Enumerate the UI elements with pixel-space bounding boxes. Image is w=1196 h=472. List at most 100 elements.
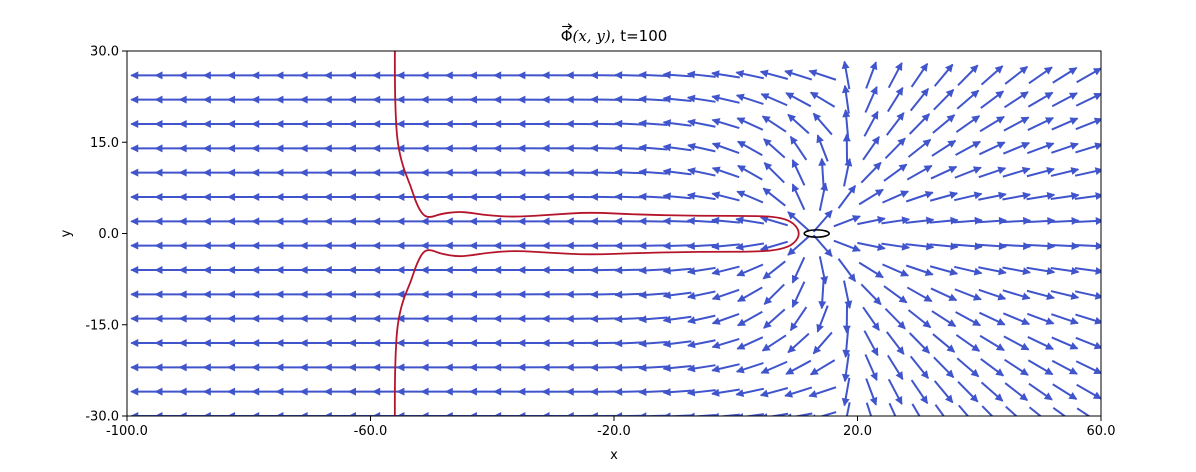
quiver-arrow-head bbox=[444, 314, 453, 323]
quiver-arrow bbox=[841, 60, 851, 90]
quiver-arrow bbox=[711, 142, 740, 154]
quiver-arrow-head bbox=[517, 144, 526, 153]
quiver-arrow bbox=[808, 386, 837, 398]
quiver-arrow-head bbox=[787, 344, 797, 354]
quiver-arrow bbox=[662, 315, 692, 324]
quiver-arrow bbox=[178, 412, 208, 416]
quiver-arrow-head bbox=[444, 217, 453, 226]
quiver-arrow bbox=[662, 364, 692, 373]
quiver-arrow bbox=[763, 283, 785, 305]
quiver-arrow-head bbox=[921, 345, 930, 354]
quiver-arrow-head bbox=[541, 314, 550, 323]
quiver-arrow-head bbox=[711, 365, 720, 373]
quiver-arrow bbox=[1050, 167, 1080, 177]
quiver-arrow-head bbox=[299, 168, 308, 177]
quiver-arrow-head bbox=[736, 342, 746, 350]
quiver-arrow-head bbox=[920, 420, 928, 429]
quiver-arrow-head bbox=[541, 217, 550, 226]
quiver-arrow-head bbox=[130, 387, 139, 396]
quiver-arrow bbox=[980, 90, 1005, 109]
quiver-arrow-head bbox=[638, 241, 647, 250]
quiver-arrow-head bbox=[762, 187, 772, 196]
quiver-arrow-head bbox=[154, 266, 163, 274]
quiver-arrow-head bbox=[420, 144, 429, 153]
quiver-arrow-head bbox=[686, 94, 696, 103]
quiver-arrow-head bbox=[969, 393, 979, 403]
quiver-arrow-shaft bbox=[687, 414, 716, 416]
quiver-arrow-head bbox=[251, 241, 260, 250]
quiver-arrow-head bbox=[493, 290, 502, 299]
quiver-arrow bbox=[565, 168, 595, 177]
quiver-arrow-head bbox=[541, 95, 550, 104]
quiver-arrow-head bbox=[299, 290, 308, 299]
quiver-arrow-head bbox=[1093, 341, 1101, 350]
quiver-arrow-head bbox=[227, 217, 236, 226]
quiver-arrow bbox=[931, 139, 957, 157]
quiver-arrow-head bbox=[1069, 142, 1079, 150]
quiver-arrow bbox=[837, 184, 857, 209]
quiver-arrow-head bbox=[1093, 93, 1101, 101]
quiver-arrow-head bbox=[154, 241, 163, 250]
chart-title: Φ(x, y), t=100 bbox=[561, 23, 667, 45]
quiver-arrow-head bbox=[589, 339, 599, 348]
quiver-arrow-head bbox=[227, 314, 236, 323]
quiver-arrow-head bbox=[348, 241, 357, 250]
quiver-arrow bbox=[711, 363, 740, 373]
quiver-arrow-head bbox=[251, 120, 260, 128]
quiver-arrow bbox=[860, 161, 882, 184]
quiver-arrow-head bbox=[348, 314, 357, 323]
quiver-arrow bbox=[736, 263, 764, 277]
quiver-arrow bbox=[1026, 191, 1056, 201]
quiver-arrow bbox=[735, 93, 764, 105]
quiver-arrow-head bbox=[638, 119, 647, 128]
quiver-arrow-head bbox=[420, 241, 429, 250]
quiver-arrow-head bbox=[1094, 167, 1101, 176]
quiver-arrow-head bbox=[323, 241, 332, 250]
quiver-arrow bbox=[154, 412, 184, 416]
quiver-arrow-head bbox=[227, 120, 236, 128]
quiver-arrow-head bbox=[1022, 267, 1032, 276]
quiver-arrow-head bbox=[541, 192, 550, 201]
quiver-arrow-head bbox=[396, 290, 405, 299]
quiver-arrow bbox=[711, 265, 740, 276]
quiver-arrow bbox=[565, 71, 595, 80]
quiver-arrow bbox=[662, 388, 692, 397]
quiver-arrow bbox=[713, 412, 740, 416]
quiver-arrow bbox=[905, 190, 934, 203]
quiver-arrow-head bbox=[790, 322, 798, 332]
quiver-arrow-head bbox=[348, 387, 357, 396]
quiver-arrow-head bbox=[920, 370, 929, 380]
quiver-arrow bbox=[933, 88, 955, 111]
quiver-arrow-head bbox=[787, 211, 796, 220]
quiver-arrow bbox=[812, 331, 833, 355]
quiver-arrow-head bbox=[444, 241, 453, 250]
quiver-arrow-shaft bbox=[865, 402, 873, 416]
quiver-arrow bbox=[833, 239, 861, 252]
quiver-arrow-head bbox=[1070, 192, 1080, 200]
quiver-arrow bbox=[907, 309, 932, 329]
quiver-arrow bbox=[638, 387, 668, 396]
quiver-arrow bbox=[978, 288, 1007, 301]
quiver-arrow-head bbox=[396, 314, 405, 323]
quiver-arrow-head bbox=[639, 412, 647, 416]
quiver-arrow bbox=[614, 241, 644, 250]
quiver-arrow bbox=[565, 144, 595, 153]
quiver-arrow bbox=[910, 62, 929, 88]
quiver-arrow bbox=[565, 119, 595, 128]
quiver-arrow bbox=[710, 216, 740, 225]
quiver-arrow-head bbox=[1068, 367, 1078, 375]
quiver-arrow bbox=[816, 305, 829, 333]
quiver-arrow-head bbox=[760, 93, 770, 101]
quiver-arrow bbox=[687, 167, 716, 177]
quiver-arrow-head bbox=[565, 387, 574, 396]
quiver-arrow bbox=[862, 136, 880, 161]
quiver-arrow-head bbox=[762, 271, 772, 280]
quiver-arrow bbox=[687, 412, 716, 416]
quiver-arrow-head bbox=[614, 192, 623, 201]
quiver-arrow-head bbox=[275, 290, 284, 299]
quiver-arrow bbox=[884, 137, 906, 160]
quiver-arrow-head bbox=[444, 290, 453, 299]
quiver-arrow-head bbox=[638, 315, 647, 324]
quiver-arrow-head bbox=[444, 412, 453, 416]
quiver-arrow-head bbox=[299, 412, 308, 416]
